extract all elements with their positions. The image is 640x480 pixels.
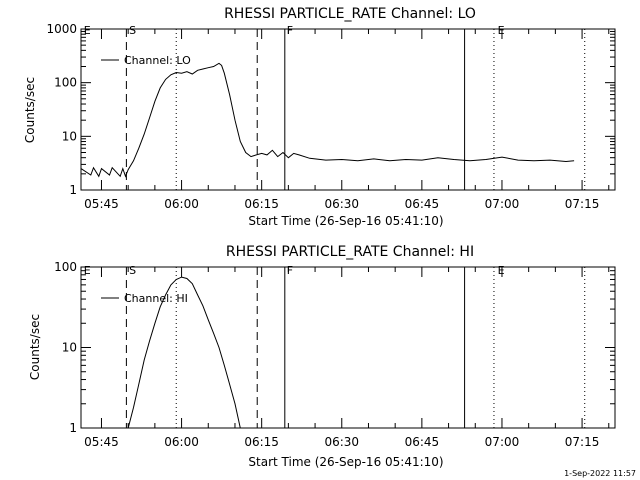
marker-label: S — [129, 264, 136, 277]
marker-label: S — [129, 24, 136, 37]
y-tick-label: 10 — [62, 341, 77, 355]
y-tick-label: 1 — [69, 183, 77, 197]
x-tick-label: 07:15 — [565, 435, 600, 449]
x-tick-label: 07:00 — [485, 435, 520, 449]
x-tick-label: 05:45 — [84, 435, 119, 449]
lo-x-axis-label: Start Time (26-Sep-16 05:41:10) — [248, 214, 443, 228]
x-tick-label: 05:45 — [84, 197, 119, 211]
y-tick-label: 100 — [54, 76, 77, 90]
marker-label: F — [287, 24, 293, 37]
hi-x-axis-label: Start Time (26-Sep-16 05:41:10) — [248, 455, 443, 469]
y-tick-label: 1 — [69, 421, 77, 435]
x-tick-label: 06:00 — [164, 197, 199, 211]
x-tick-label: 06:15 — [244, 435, 279, 449]
x-tick-label: 07:15 — [565, 197, 600, 211]
y-tick-label: 100 — [54, 260, 77, 274]
x-tick-label: 07:00 — [485, 197, 520, 211]
series-line — [127, 276, 241, 429]
hi-chart-title: RHESSI PARTICLE_RATE Channel: HI — [226, 244, 474, 260]
timestamp-footer: 1-Sep-2022 11:57 — [564, 469, 636, 478]
x-tick-label: 06:45 — [405, 435, 440, 449]
x-tick-label: 06:15 — [244, 197, 279, 211]
hi-y-axis-label: Counts/sec — [28, 314, 42, 380]
x-tick-label: 06:30 — [324, 435, 359, 449]
lo-legend-label: Channel: LO — [124, 54, 191, 67]
hi-channel-panel: RHESSI PARTICLE_RATE Channel: HI Counts/… — [28, 244, 616, 469]
marker-label: E — [498, 264, 505, 277]
x-tick-label: 06:45 — [405, 197, 440, 211]
lo-plot-frame — [80, 28, 616, 191]
hi-legend-label: Channel: HI — [124, 292, 188, 305]
lo-y-axis-label: Counts/sec — [23, 77, 37, 143]
y-tick-label: 1000 — [46, 22, 77, 36]
marker-label: E — [84, 264, 91, 277]
y-tick-label: 10 — [62, 129, 77, 143]
lo-channel-panel: RHESSI PARTICLE_RATE Channel: LO Counts/… — [23, 6, 616, 228]
series-line — [80, 62, 575, 178]
marker-label: F — [287, 264, 293, 277]
marker-label: E — [84, 24, 91, 37]
lo-chart-title: RHESSI PARTICLE_RATE Channel: LO — [224, 6, 476, 22]
x-tick-label: 06:30 — [324, 197, 359, 211]
marker-label: E — [498, 24, 505, 37]
x-tick-label: 06:00 — [164, 435, 199, 449]
